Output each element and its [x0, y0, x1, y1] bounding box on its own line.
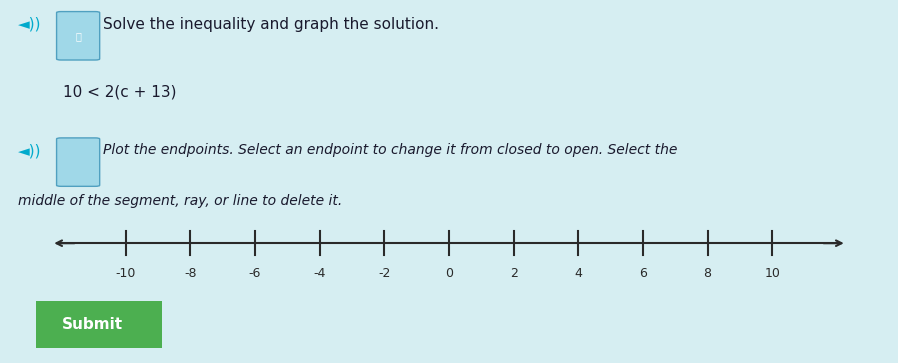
- Text: 10: 10: [764, 267, 780, 280]
- Text: 4: 4: [575, 267, 582, 280]
- FancyBboxPatch shape: [57, 138, 100, 186]
- Text: 2: 2: [510, 267, 517, 280]
- Text: -6: -6: [249, 267, 261, 280]
- Text: 8: 8: [704, 267, 711, 280]
- Text: Submit: Submit: [62, 317, 123, 333]
- Text: ◄)): ◄)): [18, 17, 41, 32]
- Text: Plot the endpoints. Select an endpoint to change it from closed to open. Select : Plot the endpoints. Select an endpoint t…: [103, 143, 678, 157]
- FancyBboxPatch shape: [57, 12, 100, 60]
- Text: 0: 0: [445, 267, 453, 280]
- Text: -10: -10: [116, 267, 136, 280]
- Text: 10 < 2(c + 13): 10 < 2(c + 13): [63, 84, 176, 99]
- Text: middle of the segment, ray, or line to delete it.: middle of the segment, ray, or line to d…: [18, 194, 342, 208]
- FancyBboxPatch shape: [26, 298, 172, 352]
- Text: Solve the inequality and graph the solution.: Solve the inequality and graph the solut…: [103, 17, 439, 32]
- Text: -4: -4: [313, 267, 326, 280]
- Text: -8: -8: [184, 267, 197, 280]
- Text: -2: -2: [378, 267, 391, 280]
- Text: 6: 6: [639, 267, 647, 280]
- Text: 威: 威: [75, 31, 81, 41]
- Text: ◄)): ◄)): [18, 143, 41, 158]
